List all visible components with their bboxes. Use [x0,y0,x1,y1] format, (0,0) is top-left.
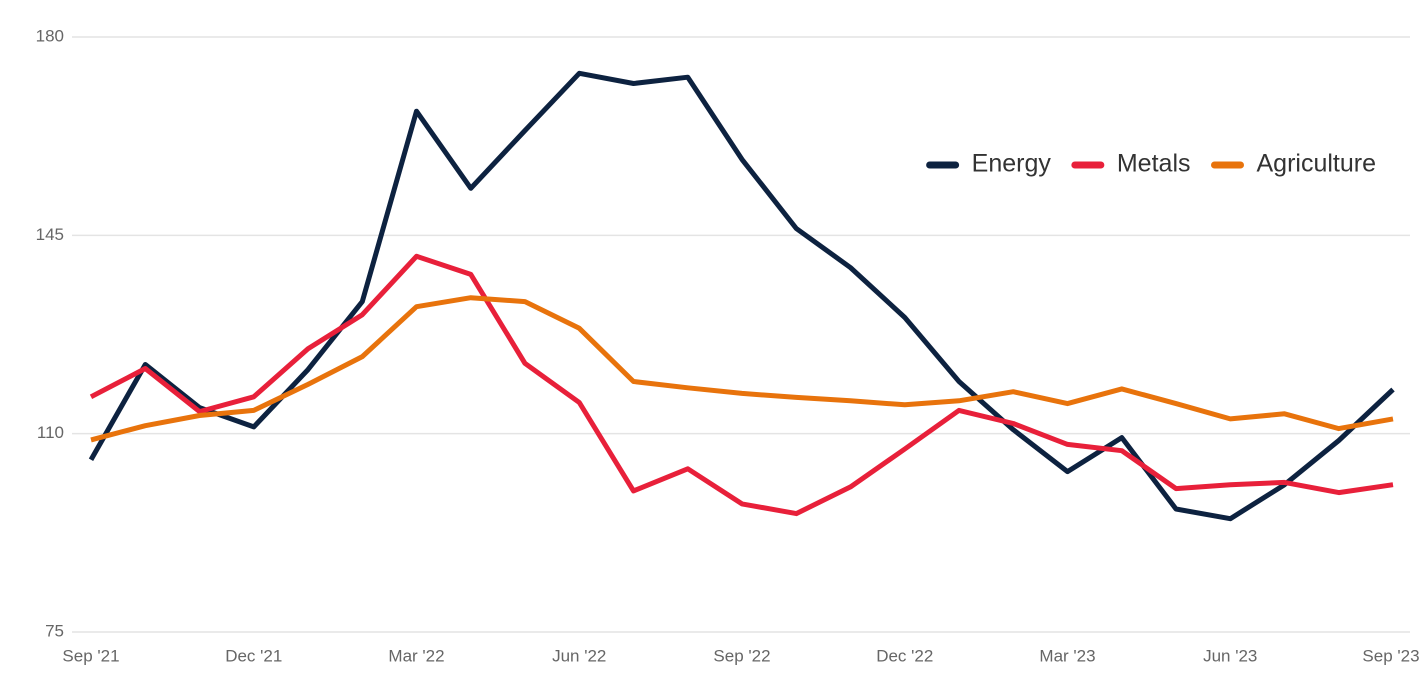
x-tick-label: Dec '22 [876,646,933,665]
x-tick-label: Sep '22 [713,646,770,665]
y-tick-label: 180 [36,26,64,45]
y-tick-label: 75 [45,621,64,640]
line-series [89,253,1394,517]
x-tick-label: Jun '23 [1203,646,1257,665]
x-tick-label: Mar '23 [1039,646,1095,665]
x-tick-label: Sep '23 [1362,646,1419,665]
y-tick-label: 110 [37,423,64,442]
x-tick-label: Jun '22 [552,646,606,665]
line-series [90,295,1394,443]
x-tick-label: Mar '22 [388,646,444,665]
x-tick-label: Dec '21 [225,646,282,665]
y-tick-label: 145 [36,225,64,244]
line-series [88,70,1395,522]
x-tick-label: Sep '21 [62,646,119,665]
legend-label: Energy [972,150,1052,178]
legend-label: Metals [1117,150,1191,178]
legend-label: Agriculture [1257,150,1377,178]
